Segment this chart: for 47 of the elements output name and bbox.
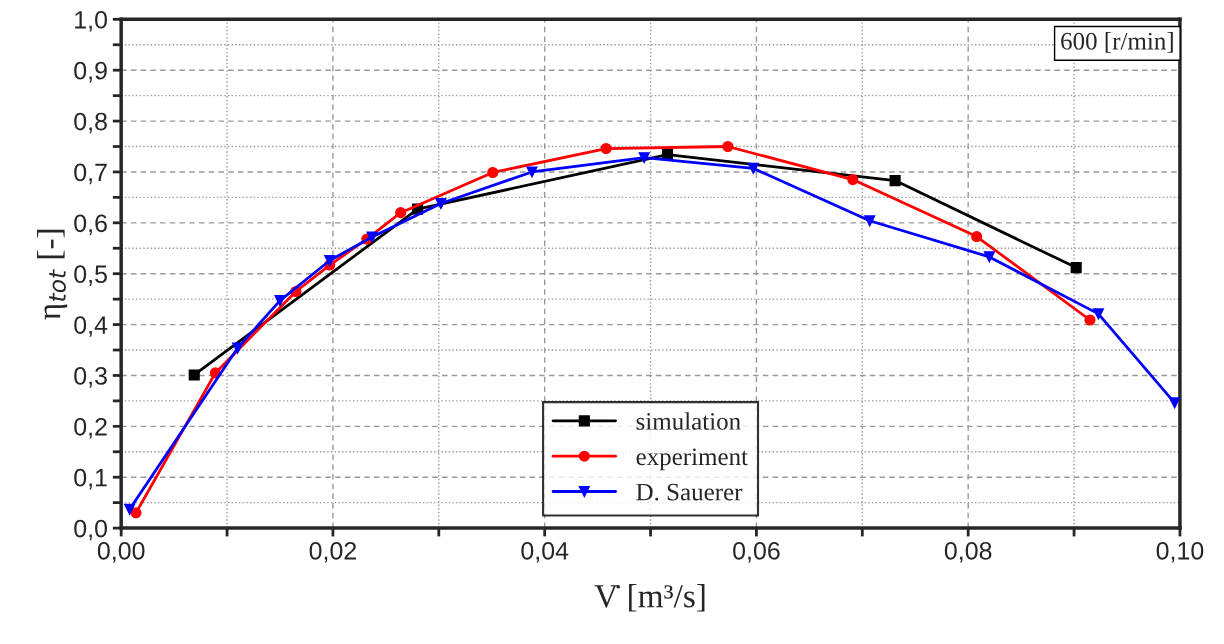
y-tick-label: 1,0 — [75, 10, 108, 32]
point — [487, 166, 499, 179]
annotation: 600 [r/min] — [1061, 32, 1173, 53]
x-tick-label: 0,06 — [733, 541, 780, 563]
point — [435, 197, 447, 210]
point — [1092, 308, 1104, 320]
point — [526, 166, 538, 178]
point — [1169, 397, 1180, 409]
legend-label: simulation — [636, 412, 741, 430]
x-tick-label: 0,10 — [1156, 541, 1204, 563]
y-tick-label: 0,0 — [74, 519, 108, 541]
y-tick-label: 0,9 — [74, 61, 107, 83]
point — [395, 207, 407, 219]
point — [130, 507, 142, 519]
x-tick-label: 0,00 — [97, 541, 145, 563]
x-tick-label: 0,08 — [944, 541, 992, 563]
point — [188, 369, 200, 381]
point — [1070, 262, 1082, 274]
point — [124, 503, 136, 515]
point — [847, 174, 859, 186]
point — [232, 342, 244, 354]
y-tick-label: 0,1 — [74, 468, 107, 490]
point — [638, 152, 650, 164]
point — [1084, 314, 1096, 326]
point — [864, 215, 876, 227]
point — [366, 231, 378, 243]
y-tick-label: 0,5 — [74, 265, 107, 286]
x-tick-label: 0,02 — [309, 541, 356, 563]
y-tick-label: 0,2 — [74, 417, 107, 439]
legend-label: D. Sauerer — [636, 483, 743, 501]
point — [889, 175, 901, 187]
point — [971, 231, 983, 243]
y-tick-label: 0,4 — [74, 316, 108, 337]
point — [324, 254, 336, 267]
point — [983, 251, 995, 263]
point — [722, 140, 734, 153]
y-axis-title: η$_{tot}$ [-] — [37, 229, 68, 320]
y-tick-label: 0,6 — [74, 214, 107, 236]
x-tick-label: 0,04 — [521, 541, 569, 563]
y-tick-label: 0,7 — [74, 163, 107, 185]
point — [274, 295, 286, 307]
point — [747, 162, 759, 174]
y-tick-label: 0,3 — [74, 367, 107, 388]
y-tick-label: 0,8 — [74, 112, 107, 134]
x-axis-title: V̇ [m³/s] — [594, 584, 705, 612]
point — [600, 142, 612, 155]
legend-label: experiment — [636, 448, 748, 471]
